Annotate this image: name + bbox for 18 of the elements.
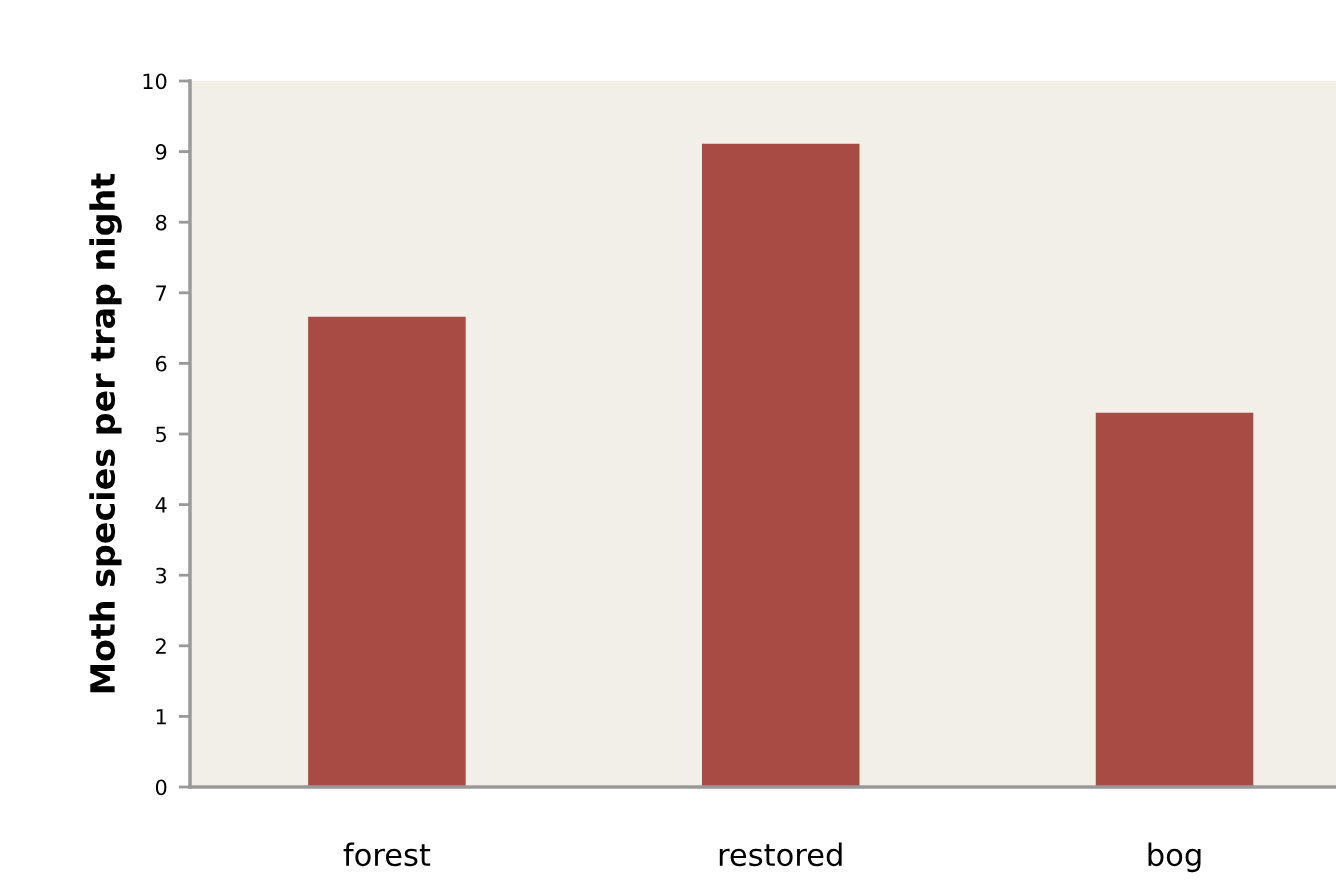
y-tick-label: 10 <box>143 73 167 90</box>
y-tick-label: 4 <box>155 497 167 513</box>
y-axis-title: Moth species per trap night <box>89 173 122 693</box>
y-tick-label: 6 <box>155 355 167 372</box>
y-tick-label: 0 <box>155 779 167 796</box>
y-tick-label: 7 <box>156 285 166 301</box>
y-tick-label: 3 <box>156 567 167 584</box>
x-tick-label: restored <box>719 842 842 867</box>
y-tick-label: 1 <box>156 709 166 725</box>
bar <box>701 143 860 787</box>
y-tick-label: 2 <box>156 638 166 654</box>
x-tick-label: forest <box>343 842 431 867</box>
x-tick-label: bog <box>1148 842 1201 873</box>
bar <box>1095 412 1254 787</box>
y-tick-label: 5 <box>156 426 166 443</box>
y-tick-label: 9 <box>155 144 167 160</box>
y-tick-label: 8 <box>155 214 167 231</box>
bar <box>308 316 466 787</box>
